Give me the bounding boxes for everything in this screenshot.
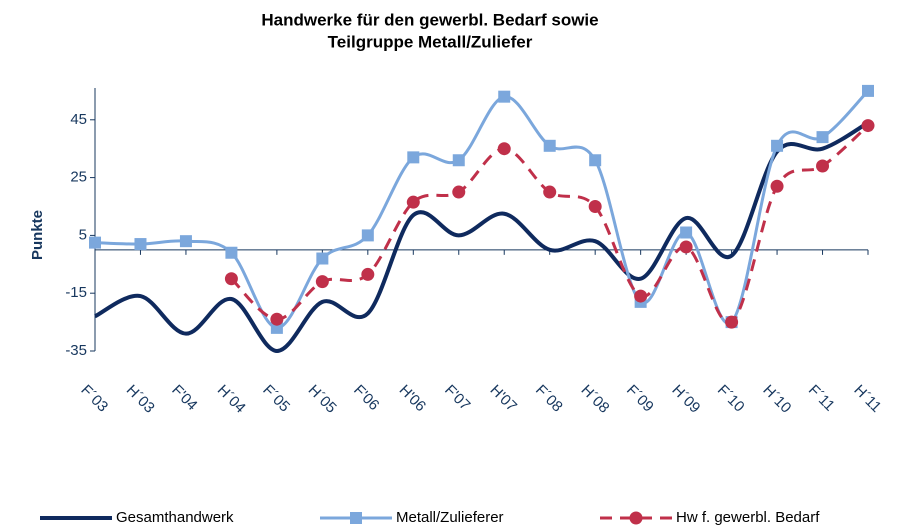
marker [680,226,693,239]
marker [543,139,556,152]
x-tick-label: H´05 [305,382,340,417]
marker [861,119,875,133]
series-line [230,124,869,325]
x-tick-label: H´04 [214,382,249,417]
marker [725,315,739,329]
marker [361,267,375,281]
x-tick-label: H'07 [487,382,521,416]
x-tick-label: F'06 [350,382,382,414]
y-tick-label: 25 [70,169,87,186]
marker [862,84,874,97]
marker [224,272,238,286]
marker [679,240,693,254]
legend-marker [629,511,643,525]
marker [452,154,465,167]
marker [634,289,648,303]
x-tick-label: F´09 [623,382,657,416]
x-tick-label: F´05 [259,382,293,416]
x-tick-label: F´08 [532,382,566,416]
marker [134,238,147,251]
x-tick-label: H´08 [578,382,613,417]
marker [406,195,420,209]
marker [407,151,420,164]
marker [497,142,511,156]
y-axis-label: Punkte [29,210,46,260]
series-line [94,89,870,330]
x-tick-label: F´10 [714,382,748,416]
marker [316,252,329,265]
marker [588,199,602,213]
marker [816,159,830,173]
x-tick-label: H´10 [759,382,794,417]
x-tick-label: F'04 [168,382,200,414]
y-tick-label: -15 [65,284,87,301]
legend-label: Metall/Zulieferer [396,509,504,526]
marker [543,185,557,199]
marker [816,131,829,144]
y-tick-label: 5 [79,226,87,243]
marker [498,90,511,103]
marker [452,185,466,199]
legend-label: Hw f. gewerbl. Bedarf [676,509,820,526]
marker [589,154,602,167]
marker [179,235,192,248]
y-tick-label: -35 [65,342,87,359]
legend-marker [350,512,362,524]
x-tick-label: F´11 [805,382,838,415]
x-tick-label: F'07 [441,382,473,414]
x-tick-label: H´03 [123,382,158,417]
marker [771,139,784,152]
legend-label: Gesamthandwerk [116,509,234,526]
chart-title: Handwerke für den gewerbl. Bedarf sowie [261,10,598,29]
chart-title: Teilgruppe Metall/Zuliefer [328,32,533,51]
marker [361,229,374,242]
series-line [94,120,870,354]
x-tick-label: H´11 [850,382,884,416]
x-tick-label: H´09 [668,382,703,417]
y-tick-label: 45 [70,111,87,128]
marker [89,236,101,249]
x-tick-label: F´03 [77,382,111,416]
marker [315,275,329,289]
marker [270,312,284,326]
marker [225,246,238,259]
x-tick-label: H'06 [396,382,430,416]
marker [770,179,784,193]
